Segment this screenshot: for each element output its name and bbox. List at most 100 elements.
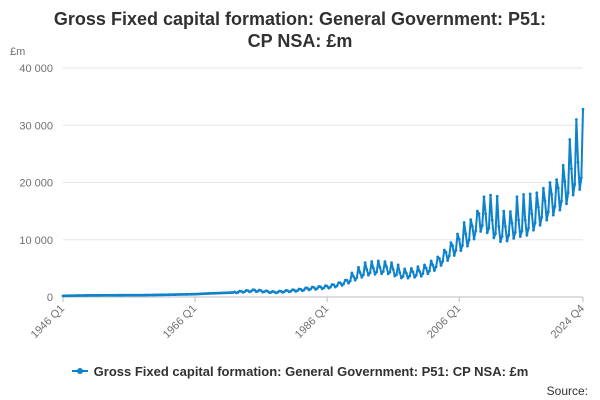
data-point [505, 239, 509, 243]
data-point [357, 265, 360, 269]
data-point [459, 249, 463, 253]
data-point [309, 287, 313, 291]
data-point [409, 266, 413, 270]
data-point [375, 270, 379, 274]
source-label: Source: [546, 384, 588, 398]
x-tick-label: 2006 Q1 [425, 303, 463, 341]
data-point [581, 107, 585, 111]
data-point [305, 286, 309, 290]
y-tick-label: 30 000 [19, 120, 53, 132]
data-point [532, 228, 535, 232]
data-point [380, 272, 383, 276]
data-point [439, 264, 443, 267]
data-point [388, 270, 392, 274]
data-point [485, 231, 489, 235]
data-point [302, 288, 306, 292]
data-point [442, 248, 446, 252]
data-point [456, 232, 459, 236]
data-point [472, 237, 476, 241]
data-point [553, 204, 557, 208]
data-point [449, 241, 453, 245]
data-point [551, 213, 555, 217]
data-point [467, 238, 471, 242]
data-point [365, 268, 369, 271]
legend-label: Gross Fixed capital formation: General G… [93, 364, 529, 379]
data-point [474, 229, 478, 233]
data-point [545, 218, 549, 222]
data-point [538, 223, 542, 227]
data-point [563, 180, 567, 183]
data-point [533, 221, 537, 225]
data-point [500, 235, 504, 238]
data-point [362, 273, 365, 277]
data-point [570, 167, 573, 171]
data-point [332, 283, 336, 287]
data-point [520, 229, 524, 233]
y-tick-label: 40 000 [19, 63, 53, 75]
data-point [510, 221, 514, 225]
data-point [403, 267, 407, 271]
data-point [507, 233, 511, 237]
data-point [508, 210, 512, 214]
data-point [381, 270, 385, 273]
data-point [325, 284, 329, 288]
data-point [457, 237, 461, 241]
data-point [451, 244, 454, 248]
data-point [424, 266, 428, 270]
data-point [573, 182, 577, 186]
data-point [408, 274, 412, 278]
data-point [490, 218, 494, 222]
data-point [530, 212, 534, 216]
data-point [347, 281, 350, 285]
data-point [342, 282, 346, 286]
data-point [522, 193, 525, 196]
data-point [464, 232, 468, 236]
data-point [452, 254, 456, 257]
data-point [497, 225, 501, 228]
data-point [411, 270, 415, 274]
data-point [479, 230, 483, 233]
data-point [454, 248, 458, 252]
data-point [406, 276, 410, 280]
data-point [487, 226, 491, 230]
data-point [535, 191, 539, 195]
legend[interactable]: Gross Fixed capital formation: General G… [0, 364, 600, 379]
data-point [426, 272, 430, 276]
data-point [446, 259, 450, 262]
data-point [444, 250, 448, 254]
data-point [540, 215, 544, 219]
data-point [322, 286, 326, 290]
data-point [512, 237, 516, 240]
data-point [391, 268, 395, 271]
data-point [576, 160, 580, 164]
data-point [418, 269, 421, 273]
data-point [441, 259, 445, 263]
data-point [428, 269, 431, 273]
data-point [561, 163, 565, 167]
data-point [525, 233, 529, 237]
data-point [565, 202, 568, 206]
x-tick-label: 2024 Q4 [549, 303, 587, 341]
x-tick-label: 1986 Q1 [293, 303, 331, 341]
data-point [378, 266, 382, 269]
data-point [462, 221, 466, 224]
data-point [471, 225, 474, 228]
data-point [461, 243, 464, 247]
data-point [517, 218, 521, 222]
data-point [513, 231, 517, 234]
data-point [494, 232, 497, 236]
data-point [495, 194, 499, 198]
data-point [571, 193, 575, 197]
data-point [528, 192, 532, 196]
data-point [395, 273, 398, 277]
data-point [579, 176, 583, 180]
data-point [335, 284, 339, 288]
data-point [434, 265, 438, 269]
data-point [416, 265, 420, 269]
data-point [373, 272, 377, 276]
data-point [548, 181, 552, 184]
data-point [568, 138, 572, 141]
data-point [482, 195, 486, 199]
data-point [312, 285, 316, 289]
